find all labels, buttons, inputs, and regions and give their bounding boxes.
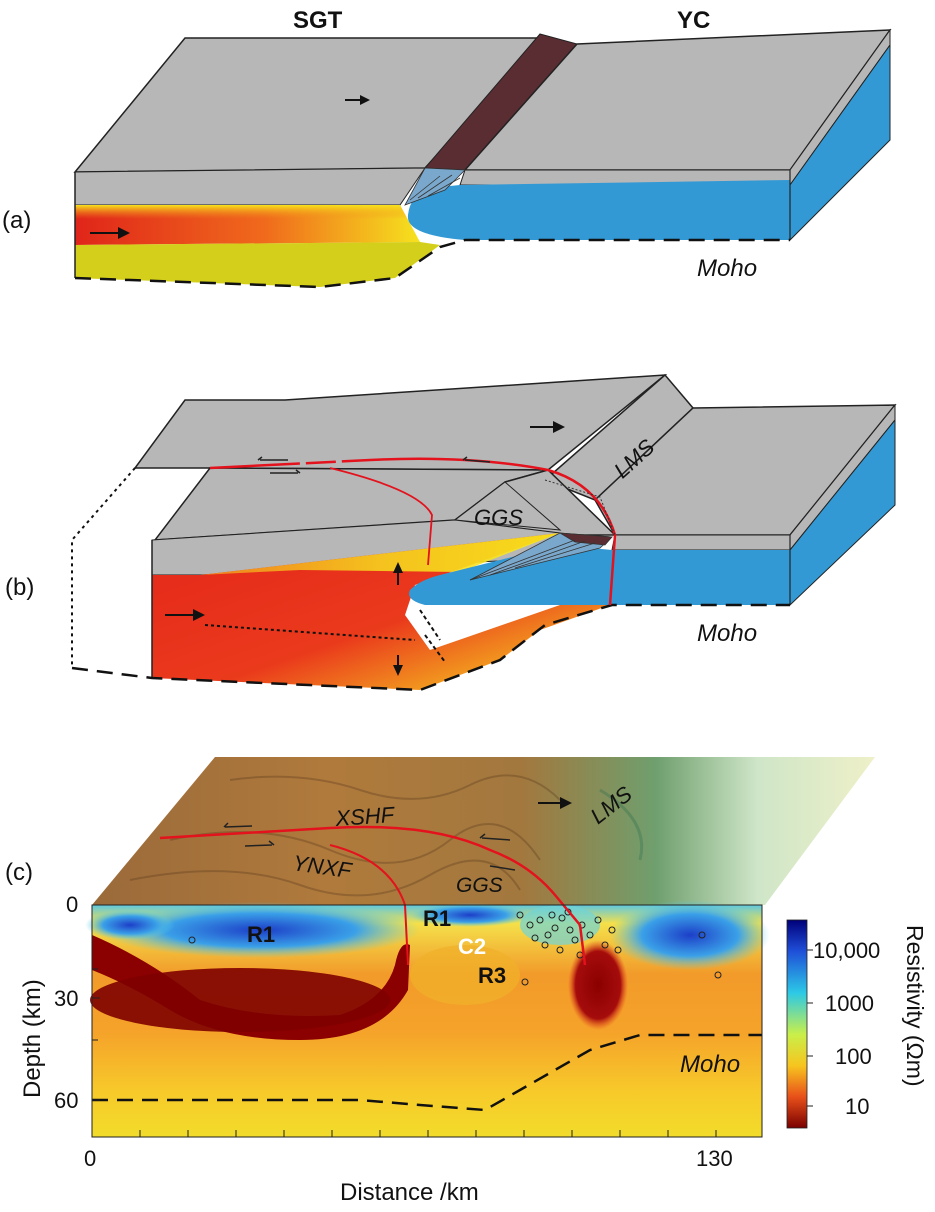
anomaly-r1-left: R1: [247, 922, 275, 947]
sgt-title: SGT: [293, 7, 343, 34]
fault-xshf-map: [159, 825, 587, 966]
moho-label-a: Moho: [697, 255, 757, 282]
arrow-icon: [90, 227, 130, 239]
shear-arrows-icon: [223, 822, 516, 871]
panel-c: (c) XSHF YNXF GGS LMS R1 R1 C2 R3 Moho 0…: [5, 757, 928, 1206]
conductor-c3: [568, 940, 628, 1030]
sgt-hot-layer-b: [152, 533, 610, 690]
fault-line-ynxf: [329, 467, 433, 566]
y-tick-30: 30: [54, 986, 78, 1011]
y-axis-ticks: [92, 904, 100, 1101]
arrow-icon: [538, 797, 572, 809]
yc-front-upper-b: [611, 534, 791, 551]
arrow-icon: [345, 95, 370, 105]
panel-c-label: (c): [5, 859, 33, 886]
panel-b-label: (b): [5, 574, 34, 601]
yc-front-blue: [407, 180, 790, 240]
fault-ynxf-map: [329, 844, 409, 966]
moho-line-c: [92, 1033, 762, 1112]
arrow-icon: [393, 562, 403, 585]
colorbar: [786, 919, 808, 1129]
fault-label-xshf: XSHF: [334, 802, 397, 831]
fault-line-xshf: [209, 457, 617, 606]
arrow-icon: [393, 655, 403, 676]
moho-line-a: [74, 238, 790, 289]
topography-map: [92, 757, 875, 905]
y-tick-0: 0: [66, 892, 78, 917]
moho-label-b: Moho: [697, 620, 757, 647]
sgt-lower-layer: [75, 242, 440, 287]
x-axis-ticks: [91, 1128, 717, 1137]
anomaly-c2: C2: [458, 934, 486, 959]
resistor-r1: [100, 902, 420, 958]
y-tick-60: 60: [54, 1088, 78, 1113]
colorbar-tick-1000: 1000: [825, 991, 874, 1016]
y-axis-label: Depth (km): [19, 979, 46, 1098]
resistor-east: [610, 900, 770, 970]
moho-label-c: Moho: [680, 1051, 740, 1078]
x-axis-label: Distance /km: [340, 1179, 479, 1206]
yc-front-blue-b: [409, 545, 790, 605]
fault-label-ggs: GGS: [456, 874, 503, 897]
colorbar-tick-10000: 10,000: [813, 938, 880, 963]
panel-a: (a) SGT YC Moho: [2, 7, 892, 289]
anomaly-r3: R3: [478, 963, 506, 988]
arrow-icon: [165, 609, 205, 621]
moho-line-b: [71, 603, 790, 692]
yc-title: YC: [677, 7, 710, 34]
panel-a-label: (a): [2, 207, 31, 234]
ggs-label-b: GGS: [474, 505, 523, 530]
x-tick-0: 0: [84, 1146, 96, 1171]
x-tick-130: 130: [696, 1146, 733, 1171]
colorbar-label: Resistivity (Ωm): [902, 925, 928, 1087]
arrow-icon: [530, 421, 565, 433]
sgt-hot-layer-fade: [75, 205, 420, 245]
sgt-front-upper: [74, 167, 426, 206]
colorbar-tick-100: 100: [835, 1044, 872, 1069]
seismicity-points: [188, 908, 722, 986]
shear-arrows-icon: [257, 456, 491, 474]
panel-b: (b) GGS LMS Moho: [5, 373, 897, 692]
colorbar-tick-10: 10: [845, 1094, 869, 1119]
anomaly-r1-right: R1: [423, 906, 451, 931]
